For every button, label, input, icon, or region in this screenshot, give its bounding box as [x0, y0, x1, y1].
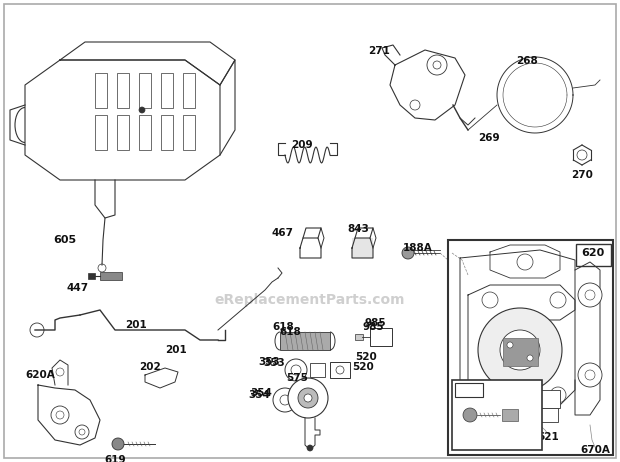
Bar: [161, 115, 173, 150]
Circle shape: [336, 366, 344, 374]
Circle shape: [463, 408, 477, 422]
Text: 618: 618: [279, 327, 301, 337]
Bar: [95, 115, 107, 150]
Circle shape: [578, 363, 602, 387]
Circle shape: [75, 425, 89, 439]
Text: 354: 354: [250, 388, 272, 398]
Text: 520: 520: [352, 362, 374, 372]
Text: 270: 270: [571, 170, 593, 180]
Text: 209: 209: [291, 140, 313, 150]
Bar: [100, 272, 122, 280]
Text: 985: 985: [364, 318, 386, 328]
Bar: [183, 115, 195, 150]
Circle shape: [478, 308, 562, 392]
Circle shape: [527, 355, 533, 361]
Text: 202: 202: [139, 362, 161, 372]
Circle shape: [307, 445, 313, 451]
Circle shape: [577, 150, 587, 160]
Circle shape: [298, 388, 318, 408]
Bar: [502, 409, 518, 421]
Circle shape: [79, 429, 85, 435]
Bar: [88, 273, 95, 279]
Circle shape: [56, 411, 64, 419]
Circle shape: [30, 323, 44, 337]
Circle shape: [291, 365, 301, 375]
Text: 353: 353: [259, 357, 280, 367]
Circle shape: [500, 330, 540, 370]
Bar: [452, 380, 542, 450]
Bar: [352, 238, 373, 258]
Text: 188A: 188A: [403, 243, 433, 253]
Bar: [117, 73, 129, 108]
Text: 620A: 620A: [25, 370, 55, 380]
Circle shape: [585, 370, 595, 380]
Circle shape: [51, 406, 69, 424]
Circle shape: [285, 359, 307, 381]
Text: 354: 354: [248, 390, 270, 400]
Bar: [161, 73, 173, 108]
Circle shape: [98, 264, 106, 272]
Bar: [448, 240, 613, 455]
Bar: [310, 363, 325, 377]
Bar: [503, 338, 538, 366]
Text: 269: 269: [478, 133, 500, 143]
Circle shape: [280, 395, 290, 405]
Circle shape: [402, 247, 414, 259]
Text: eReplacementParts.com: eReplacementParts.com: [215, 293, 405, 307]
Circle shape: [585, 290, 595, 300]
Circle shape: [517, 254, 533, 270]
Text: 447: 447: [67, 283, 89, 293]
Circle shape: [139, 107, 145, 113]
Bar: [139, 115, 151, 150]
Circle shape: [273, 388, 297, 412]
Text: 605: 605: [53, 235, 76, 245]
Circle shape: [550, 387, 566, 403]
Circle shape: [507, 342, 513, 348]
Bar: [139, 73, 151, 108]
Text: 985: 985: [362, 322, 384, 332]
Bar: [95, 73, 107, 108]
Text: 467: 467: [271, 228, 293, 238]
Text: 520: 520: [355, 352, 377, 362]
Text: 670A: 670A: [580, 445, 610, 455]
Bar: [330, 362, 350, 378]
Circle shape: [433, 61, 441, 69]
Bar: [536, 408, 558, 422]
Circle shape: [288, 378, 328, 418]
Bar: [355, 334, 363, 340]
Text: 271: 271: [368, 46, 390, 56]
Bar: [370, 328, 392, 346]
Circle shape: [112, 438, 124, 450]
Circle shape: [550, 292, 566, 308]
Text: 619: 619: [104, 455, 126, 462]
Bar: [280, 332, 330, 350]
Text: 618: 618: [272, 322, 294, 332]
Circle shape: [482, 292, 498, 308]
Bar: [455, 383, 483, 397]
Bar: [576, 244, 611, 266]
Text: 843: 843: [347, 224, 369, 234]
Text: 201: 201: [165, 345, 187, 355]
Circle shape: [578, 283, 602, 307]
Text: 620: 620: [582, 248, 604, 258]
Bar: [535, 390, 560, 408]
Bar: [117, 115, 129, 150]
Circle shape: [482, 387, 498, 403]
Text: 575: 575: [286, 373, 308, 383]
Text: 98A: 98A: [459, 383, 479, 392]
Circle shape: [56, 368, 64, 376]
Text: 201: 201: [125, 320, 147, 330]
Circle shape: [304, 394, 312, 402]
Circle shape: [427, 55, 447, 75]
Bar: [183, 73, 195, 108]
Text: 353: 353: [264, 358, 285, 368]
Text: 621: 621: [537, 432, 559, 442]
Circle shape: [410, 100, 420, 110]
Text: 268: 268: [516, 56, 538, 66]
